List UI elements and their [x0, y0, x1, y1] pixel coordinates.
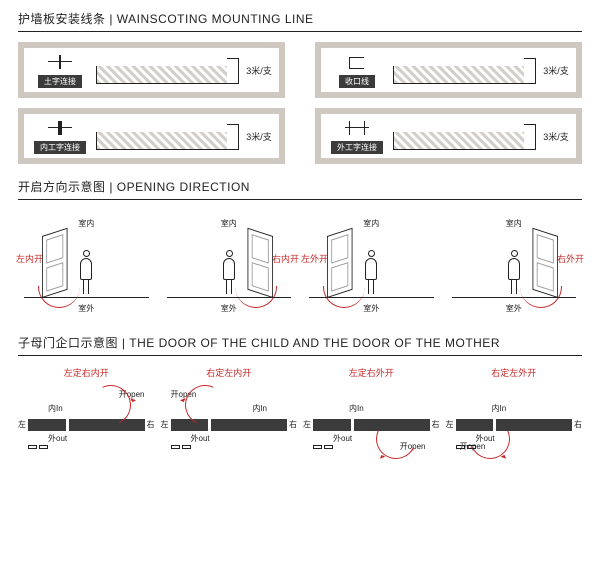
profile-tag: 外工字连接 [331, 141, 383, 154]
door-canvas: 室内 左内开 室外 [18, 210, 155, 320]
label-indoor: 室内 [78, 218, 94, 229]
profile-icon-col: 收口线 [321, 48, 393, 92]
profile-glyph-icon [345, 114, 369, 141]
child-door-1: 右定左内开 左 右 内In 外out 开open [161, 366, 298, 459]
profile-glyph-icon [48, 48, 72, 75]
child-canvas: 左 右 内In 外out 开open [18, 383, 155, 459]
door-bar-icon [171, 419, 288, 431]
label-left: 左 [18, 419, 26, 430]
section2-title: 开启方向示意图 | OPENING DIRECTION [18, 178, 582, 200]
profile-tag: 收口线 [339, 75, 375, 88]
profile-notch-icon [524, 58, 536, 84]
profile-notch-icon [227, 58, 239, 84]
profile-notch-icon [227, 124, 239, 150]
door-bar-icon [28, 419, 145, 431]
label-indoor: 室内 [221, 218, 237, 229]
wall-line [309, 297, 434, 298]
profile-hatch [96, 66, 239, 84]
label-in: 内In [492, 403, 507, 414]
door-3: 室内 右外开 室外 [446, 210, 583, 320]
profile-notch-icon [524, 124, 536, 150]
child-mother-row: 左定右内开 左 右 内In 外out 开open 右定左内开 左 右 内In 外… [18, 366, 582, 459]
profile-glyph-icon [48, 114, 72, 141]
label-in: 内In [48, 403, 63, 414]
handles-icon [456, 445, 476, 449]
profile-icon-col: 土字连接 [24, 48, 96, 92]
child-canvas: 左 右 内In 外out 开open [303, 383, 440, 459]
door-canvas: 室内 左外开 室外 [303, 210, 440, 320]
section-opening-direction: 开启方向示意图 | OPENING DIRECTION 室内 左内开 室外 室内… [18, 178, 582, 320]
label-left: 左 [161, 419, 169, 430]
profile-spec: 3米/支 [239, 114, 279, 158]
profile-hatch [393, 132, 536, 150]
label-outdoor: 室外 [78, 303, 94, 314]
profile-2: 内工字连接 3米/支 [18, 108, 285, 164]
profile-tag: 内工字连接 [34, 141, 86, 154]
wall-line [24, 297, 149, 298]
label-out: 外out [48, 433, 67, 444]
label-indoor: 室内 [506, 218, 522, 229]
label-right: 右 [147, 419, 155, 430]
label-in: 内In [349, 403, 364, 414]
door-2: 室内 左外开 室外 [303, 210, 440, 320]
section1-title: 护墙板安装线条 | WAINSCOTING MOUNTING LINE [18, 10, 582, 32]
label-out: 外out [191, 433, 210, 444]
profile-spec: 3米/支 [536, 48, 576, 92]
door-canvas: 室内 右内开 室外 [161, 210, 298, 320]
handles-icon [171, 445, 191, 449]
handles-icon [28, 445, 48, 449]
door-1: 室内 右内开 室外 [161, 210, 298, 320]
profile-spec: 3米/支 [536, 114, 576, 158]
profile-hatch [96, 132, 239, 150]
profile-1: 收口线 3米/支 [315, 42, 582, 98]
label-outdoor: 室外 [221, 303, 237, 314]
child-title: 左定右内开 [18, 366, 155, 379]
swing-label: 右内开 [272, 252, 299, 265]
child-title: 左定右外开 [303, 366, 440, 379]
child-door-0: 左定右内开 左 右 内In 外out 开open [18, 366, 155, 459]
section-wainscoting: 护墙板安装线条 | WAINSCOTING MOUNTING LINE 土字连接… [18, 10, 582, 164]
section-child-mother: 子母门企口示意图 | THE DOOR OF THE CHILD AND THE… [18, 334, 582, 459]
child-door-2: 左定右外开 左 右 内In 外out 开open [303, 366, 440, 459]
child-door-3: 右定左外开 左 右 内In 外out 开open [446, 366, 583, 459]
label-right: 右 [574, 419, 582, 430]
profile-3: 外工字连接 3米/支 [315, 108, 582, 164]
wall-line [167, 297, 292, 298]
door-canvas: 室内 右外开 室外 [446, 210, 583, 320]
label-in: 内In [252, 403, 267, 414]
swing-label: 右外开 [557, 252, 584, 265]
door-0: 室内 左内开 室外 [18, 210, 155, 320]
handles-icon [313, 445, 333, 449]
profile-glyph-icon [345, 48, 369, 75]
swing-label: 左内开 [16, 252, 43, 265]
child-title: 右定左外开 [446, 366, 583, 379]
label-right: 右 [289, 419, 297, 430]
profile-icon-col: 外工字连接 [321, 114, 393, 158]
doors-row: 室内 左内开 室外 室内 右内开 [18, 210, 582, 320]
profile-tag: 土字连接 [38, 75, 82, 88]
profile-spec: 3米/支 [239, 48, 279, 92]
child-canvas: 左 右 内In 外out 开open [446, 383, 583, 459]
profile-icon-col: 内工字连接 [24, 114, 96, 158]
child-canvas: 左 右 内In 外out 开open [161, 383, 298, 459]
label-outdoor: 室外 [363, 303, 379, 314]
profile-0: 土字连接 3米/支 [18, 42, 285, 98]
profiles-grid: 土字连接 3米/支 收口线 3米/支 内工字连接 3米/支 外工字连接 3米/支 [18, 42, 582, 164]
wall-line [452, 297, 577, 298]
label-right: 右 [432, 419, 440, 430]
label-left: 左 [303, 419, 311, 430]
profile-hatch [393, 66, 536, 84]
label-out: 外out [333, 433, 352, 444]
label-indoor: 室内 [363, 218, 379, 229]
swing-label: 左外开 [301, 252, 328, 265]
child-title: 右定左内开 [161, 366, 298, 379]
label-outdoor: 室外 [506, 303, 522, 314]
section3-title: 子母门企口示意图 | THE DOOR OF THE CHILD AND THE… [18, 334, 582, 356]
label-left: 左 [446, 419, 454, 430]
